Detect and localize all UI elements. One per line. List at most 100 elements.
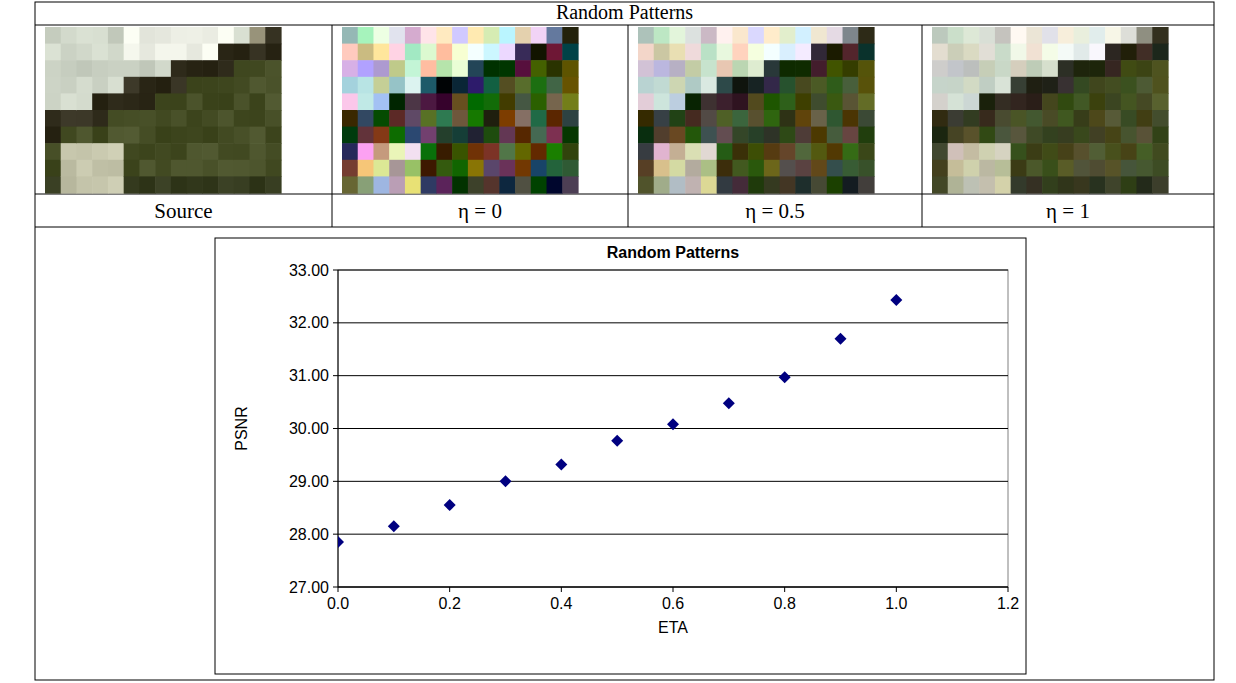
pixel	[948, 143, 964, 160]
pixel	[547, 27, 563, 44]
pixel	[499, 44, 515, 61]
pixel	[1105, 27, 1121, 44]
pixel	[265, 110, 281, 127]
pixel	[963, 93, 979, 110]
pixel	[948, 27, 964, 44]
pixel	[748, 143, 764, 160]
pixel	[155, 93, 171, 110]
pixel	[45, 93, 61, 110]
pixel	[979, 127, 995, 144]
pixel	[654, 77, 670, 94]
pixel	[562, 93, 578, 110]
pixel	[452, 143, 468, 160]
pixel	[638, 60, 654, 77]
pixel	[764, 176, 780, 193]
pixel	[45, 143, 61, 160]
pixel	[108, 27, 124, 44]
pixel	[139, 27, 155, 44]
pixel	[995, 77, 1011, 94]
pixel	[1026, 160, 1042, 177]
pixel	[250, 143, 266, 160]
pixel	[452, 44, 468, 61]
pixel	[92, 127, 108, 144]
pixel	[685, 93, 701, 110]
pixel	[638, 127, 654, 144]
pixel	[436, 160, 452, 177]
pixel	[1089, 77, 1105, 94]
pixel	[108, 77, 124, 94]
pixel	[732, 93, 748, 110]
pixel	[811, 93, 827, 110]
pixel	[1121, 127, 1137, 144]
image-caption: η = 1	[1046, 199, 1090, 223]
pixel	[995, 143, 1011, 160]
pixel	[948, 110, 964, 127]
pixel	[654, 93, 670, 110]
pixel	[405, 160, 421, 177]
pixel	[499, 110, 515, 127]
pixel	[218, 44, 234, 61]
pixel	[1011, 160, 1027, 177]
thumbnail	[638, 27, 875, 194]
pixel	[92, 176, 108, 193]
pixel	[1121, 77, 1137, 94]
pixel	[979, 110, 995, 127]
pixel	[358, 143, 374, 160]
pixel	[484, 77, 500, 94]
pixel	[389, 127, 405, 144]
pixel	[827, 60, 843, 77]
pixel	[995, 60, 1011, 77]
pixel	[171, 127, 187, 144]
table-rule	[35, 194, 1214, 195]
page: Random PatternsSourceη = 0η = 0.5η = 1Ra…	[0, 0, 1236, 683]
pixel	[218, 143, 234, 160]
pixel	[515, 176, 531, 193]
pixel	[701, 160, 717, 177]
pixel	[654, 176, 670, 193]
pixel	[436, 60, 452, 77]
pixel	[108, 110, 124, 127]
pixel	[234, 160, 250, 177]
pixel	[948, 93, 964, 110]
pixel	[405, 110, 421, 127]
pixel	[1058, 110, 1074, 127]
pixel	[764, 77, 780, 94]
pixel	[732, 44, 748, 61]
pixel	[218, 27, 234, 44]
pixel	[811, 160, 827, 177]
pixel	[764, 27, 780, 44]
pixel	[373, 143, 389, 160]
pixel	[780, 160, 796, 177]
pixel	[748, 27, 764, 44]
pixel	[795, 143, 811, 160]
table-rule	[628, 25, 629, 227]
pixel	[717, 110, 733, 127]
pixel	[795, 27, 811, 44]
pixel	[858, 93, 874, 110]
pixel	[484, 44, 500, 61]
pixel	[531, 44, 547, 61]
pixel	[843, 176, 859, 193]
pixel	[1042, 60, 1058, 77]
pixel	[764, 160, 780, 177]
pixel	[843, 160, 859, 177]
pixel	[124, 127, 140, 144]
pixel	[76, 160, 92, 177]
pixel	[499, 176, 515, 193]
pixel	[1042, 143, 1058, 160]
pixel	[1042, 93, 1058, 110]
pixel	[358, 60, 374, 77]
pixel	[421, 160, 437, 177]
pixel	[1105, 127, 1121, 144]
pixel	[421, 176, 437, 193]
tick-label: 32.00	[289, 314, 329, 331]
pixel	[389, 77, 405, 94]
pixel	[405, 176, 421, 193]
pixel	[108, 127, 124, 144]
pixel	[250, 176, 266, 193]
thumbnail	[342, 27, 579, 194]
pixel	[108, 93, 124, 110]
pixel	[342, 143, 358, 160]
pixel	[811, 110, 827, 127]
tick-mark	[333, 534, 338, 535]
